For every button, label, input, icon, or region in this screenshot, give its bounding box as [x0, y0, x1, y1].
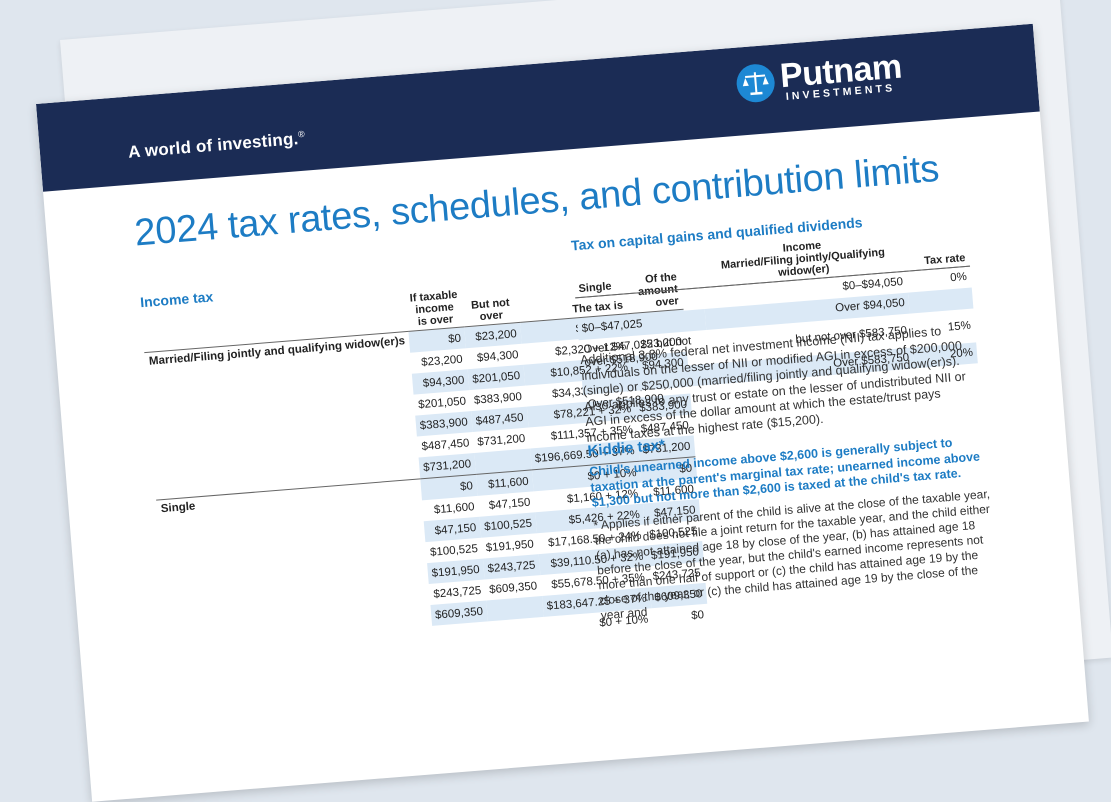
document-page: A world of investing.® Putnam INVESTMENT… [36, 23, 1089, 802]
filing-status: Married/Filing jointly and qualifying wi… [148, 335, 406, 368]
header-banner: A world of investing.® Putnam INVESTMENT… [36, 23, 1040, 192]
tagline: A world of investing.® [127, 128, 306, 162]
scales-icon [735, 62, 777, 104]
income-tax-section: Income tax If taxable income is over But… [140, 260, 708, 669]
putnam-logo: Putnam INVESTMENTS [735, 46, 938, 110]
col-rate: Tax rate [902, 225, 971, 272]
table-cell [488, 617, 545, 642]
filing-status: Single [156, 478, 434, 669]
table-cell [432, 621, 489, 646]
col-header: If taxable income is over [405, 286, 465, 332]
col-header: But not over [460, 282, 520, 327]
